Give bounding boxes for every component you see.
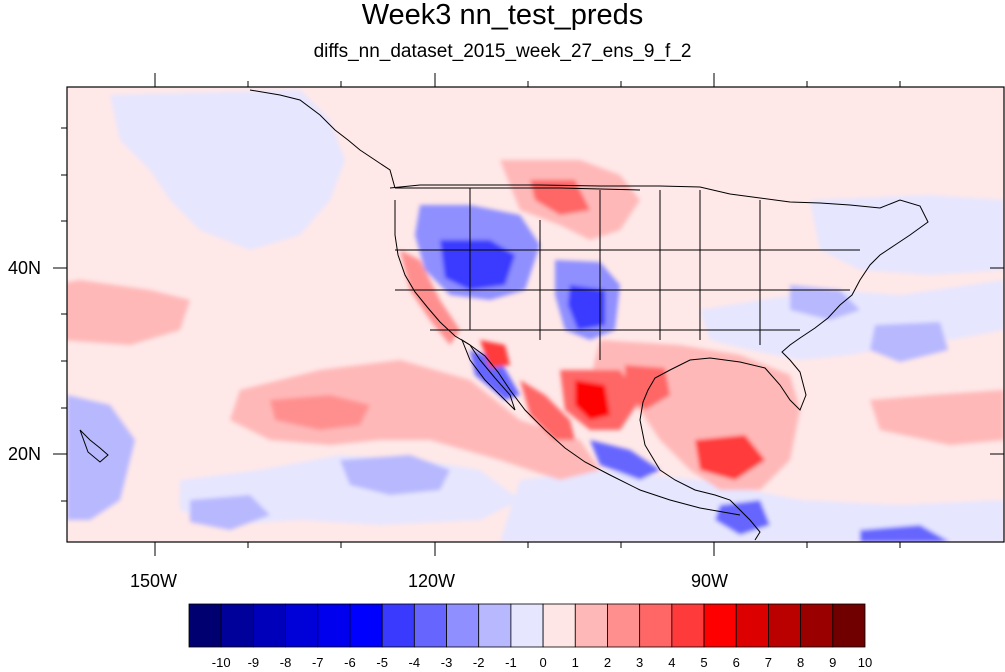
anomaly-field bbox=[67, 90, 1004, 542]
anomaly-region-positive-light bbox=[67, 280, 190, 345]
colorbar-tick-label: -9 bbox=[247, 655, 260, 670]
colorbar-box bbox=[252, 603, 286, 648]
colorbar-box bbox=[446, 603, 480, 648]
anomaly-region-negative bbox=[715, 500, 770, 535]
colorbar-tick-label: 2 bbox=[603, 655, 612, 670]
anomaly-region-strong-negative bbox=[568, 285, 605, 330]
anomaly-region-negative bbox=[860, 525, 950, 542]
colorbar-box bbox=[832, 603, 866, 648]
colorbar-tick-label: -10 bbox=[211, 655, 231, 670]
colorbar-tick-label: 0 bbox=[539, 655, 547, 670]
colorbar-box bbox=[381, 603, 415, 648]
anomaly-region-strong-positive bbox=[575, 380, 610, 420]
colorbar-box bbox=[510, 603, 544, 648]
anomaly-region-negative-light bbox=[810, 195, 1004, 275]
axis-ticks bbox=[53, 73, 1004, 556]
colorbar-tick-label: 4 bbox=[668, 655, 676, 670]
colorbar-tick-label: -6 bbox=[344, 655, 356, 670]
lon-label-150w: 150W bbox=[130, 571, 178, 591]
state-borders bbox=[395, 188, 860, 360]
colorbar-box bbox=[542, 603, 576, 648]
colorbar-tick-label: -4 bbox=[408, 655, 421, 670]
colorbar-tick-label: -5 bbox=[376, 655, 388, 670]
anomaly-region-positive bbox=[695, 435, 765, 480]
colorbar-box bbox=[349, 603, 383, 648]
colorbar-box bbox=[220, 603, 254, 648]
coastline-west bbox=[394, 200, 741, 516]
anomaly-region-negative bbox=[340, 455, 450, 495]
colorbar-box bbox=[768, 603, 802, 648]
colorbar-box bbox=[639, 603, 673, 648]
coastline-hawaii bbox=[79, 429, 109, 463]
coastline-alaska bbox=[249, 89, 396, 189]
anomaly-region-negative bbox=[870, 322, 948, 362]
colorbar-box bbox=[671, 603, 705, 648]
lon-label-90w: 90W bbox=[691, 571, 729, 591]
lon-label-120w: 120W bbox=[408, 571, 456, 591]
colorbar-box bbox=[317, 603, 351, 648]
colorbar-box bbox=[188, 603, 222, 648]
colorbar-box bbox=[574, 603, 608, 648]
colorbar-tick-label: -2 bbox=[472, 655, 485, 670]
colorbar-tick-label: 6 bbox=[732, 655, 740, 670]
colorbar-box bbox=[285, 603, 319, 648]
coastline-north-america bbox=[389, 184, 929, 541]
lat-label-20n: 20N bbox=[8, 444, 42, 464]
colorbar-box bbox=[607, 603, 641, 648]
anomaly-region-negative-light bbox=[67, 395, 135, 520]
colorbar-box bbox=[735, 603, 769, 648]
colorbar-tick-label: -3 bbox=[440, 655, 453, 670]
plot-subtitle: diffs_nn_dataset_2015_week_27_ens_9_f_2 bbox=[313, 41, 692, 62]
border-us-canada bbox=[395, 187, 641, 191]
colorbar-tick-label: -1 bbox=[505, 655, 517, 670]
anomaly-region-positive-light bbox=[230, 360, 600, 480]
coastline-baja bbox=[460, 338, 516, 411]
lat-label-40n: 40N bbox=[8, 258, 42, 278]
anomaly-region-strong-negative bbox=[440, 240, 515, 290]
anomaly-region-positive bbox=[400, 250, 460, 345]
colorbar-tick-label: 5 bbox=[700, 655, 708, 670]
colorbar-tick-label: 10 bbox=[857, 655, 873, 670]
colorbar-tick-label: -7 bbox=[311, 655, 324, 670]
plot-title: Week3 nn_test_preds bbox=[361, 0, 644, 31]
anomaly-region-positive bbox=[480, 340, 510, 368]
colorbar-box bbox=[413, 603, 447, 648]
anomaly-region-positive bbox=[270, 395, 370, 430]
colorbar-tick-label: 7 bbox=[764, 655, 773, 670]
colorbar-tick-label: 8 bbox=[796, 655, 805, 670]
colorbar-tick-label: 3 bbox=[636, 655, 644, 670]
coastlines bbox=[79, 89, 929, 541]
anomaly-region-negative bbox=[790, 285, 860, 320]
anomaly-region-negative bbox=[590, 440, 660, 480]
anomaly-region-positive bbox=[520, 380, 575, 440]
colorbar-tick-label: 1 bbox=[571, 655, 579, 670]
anomaly-region-negative-light bbox=[110, 90, 345, 250]
colorbar-tick-label: -8 bbox=[279, 655, 292, 670]
colorbar-box bbox=[478, 603, 512, 648]
colorbar-box bbox=[703, 603, 737, 648]
anomaly-region-negative bbox=[190, 495, 270, 530]
anomaly-region-positive-light bbox=[870, 390, 1004, 445]
colorbar bbox=[188, 603, 866, 648]
colorbar-box bbox=[800, 603, 834, 648]
colorbar-tick-label: 9 bbox=[829, 655, 837, 670]
